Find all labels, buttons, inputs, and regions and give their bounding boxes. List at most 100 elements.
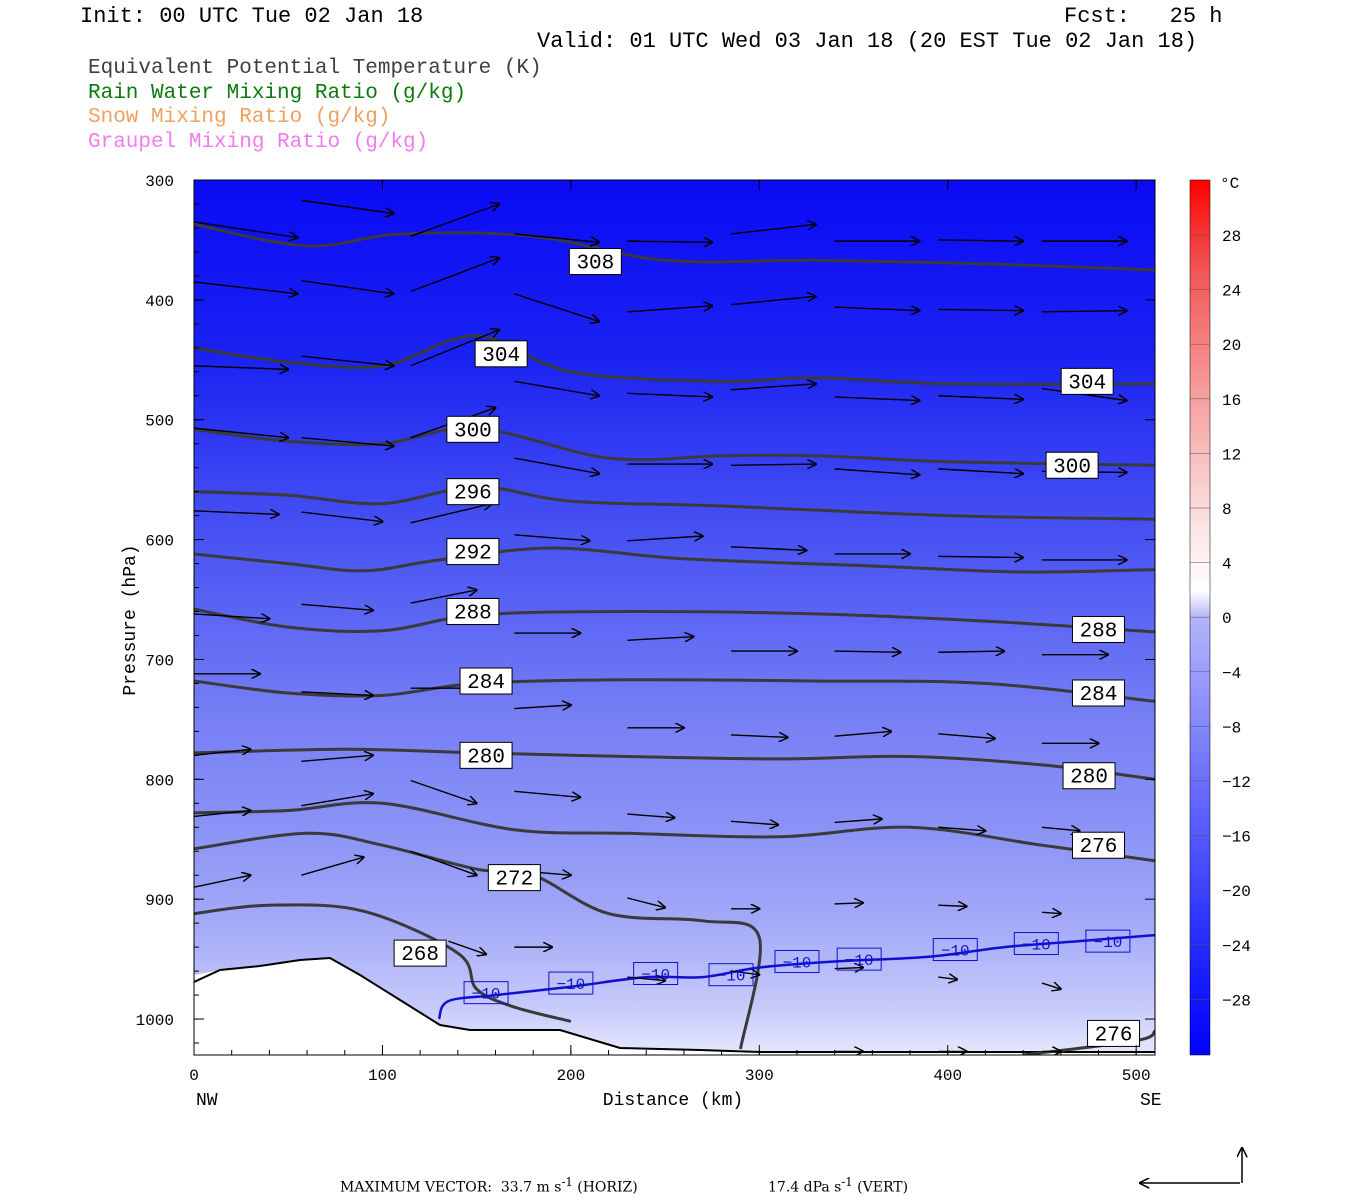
wind-vector — [834, 968, 863, 969]
plot-frame — [193, 179, 1156, 1056]
legend-rain-water: Rain Water Mixing Ratio (g/kg) — [88, 82, 467, 105]
wind-vector — [410, 330, 500, 367]
theta-e-label: 284 — [459, 667, 513, 695]
theta-e-label-box — [1071, 679, 1125, 707]
wind-vector — [1041, 311, 1127, 312]
theta-e-label: 268 — [393, 939, 447, 967]
wind-vector — [938, 977, 957, 979]
colorbar-label: 24 — [1222, 283, 1241, 301]
temperature-label-text: −10 — [472, 986, 501, 1004]
temperature-field — [194, 180, 1155, 1055]
temperature-contour--10 — [437, 933, 1155, 1020]
theta-e-contour-284 — [194, 678, 1155, 703]
wind-vector — [834, 307, 920, 311]
x-tick-label: 500 — [1122, 1067, 1151, 1085]
temperature-label-text: −10 — [783, 955, 812, 973]
temperature-label-box — [708, 963, 754, 987]
wind-vector — [194, 281, 298, 294]
forecast-hour: Fcst: 25 h — [1064, 4, 1223, 29]
x-axis-label: Distance (km) — [603, 1091, 743, 1111]
temperature-label: −10 — [1085, 929, 1131, 953]
temperature-contours — [437, 933, 1155, 1020]
colorbar-ticks: 28 24 20 16 12 8 4 0 −4 −8 −12 −16 −20 −24 −28 — [1190, 228, 1251, 1010]
theta-e-label-box — [1087, 1019, 1141, 1047]
x-left-label: NW — [196, 1091, 218, 1111]
terrain — [194, 958, 1155, 1055]
temperature-label-text: −10 — [641, 966, 670, 984]
wind-vector — [938, 468, 1023, 474]
wind-vector — [301, 857, 363, 876]
terrain-line — [194, 956, 1155, 1053]
theta-e-label-text: 280 — [467, 746, 505, 769]
wind-vector — [938, 905, 966, 906]
theta-e-label: 276 — [1071, 831, 1125, 859]
theta-e-label-box — [446, 598, 500, 626]
temperature-label: −10 — [548, 971, 594, 995]
wind-vector — [730, 821, 778, 825]
wind-vector — [938, 651, 1004, 652]
x-tick-label: 400 — [933, 1067, 962, 1085]
wind-vector — [194, 749, 251, 757]
wind-vector — [730, 971, 759, 975]
temperature-label-text: −10 — [717, 968, 746, 986]
theta-e-label-box — [459, 667, 513, 695]
y-tick-label: 400 — [145, 293, 174, 311]
colorbar-label: −28 — [1222, 992, 1251, 1010]
temperature-label: −10 — [633, 961, 679, 985]
wind-vector — [627, 814, 674, 818]
theta-e-label-box — [1071, 831, 1125, 859]
wind-vector — [730, 296, 816, 306]
y-tick-label: 700 — [145, 652, 174, 670]
wind-vector — [301, 692, 373, 696]
theta-e-label-box — [446, 478, 500, 506]
wind-vector — [730, 384, 816, 391]
wind-vector — [938, 309, 1023, 310]
theta-e-label-text: 280 — [1070, 767, 1108, 790]
theta-e-label-text: 284 — [1080, 684, 1118, 707]
y-tick-label: 500 — [145, 413, 174, 431]
theta-e-label-text: 300 — [1053, 456, 1091, 479]
colorbar-label: 28 — [1222, 228, 1241, 246]
theta-e-label-text: 272 — [495, 869, 533, 892]
theta-e-label: 304 — [474, 340, 528, 368]
theta-e-contour-280 — [194, 747, 1155, 781]
wind-vector — [938, 827, 985, 831]
colorbar-label: −12 — [1222, 774, 1251, 792]
wind-vector — [514, 380, 599, 395]
theta-e-label-box — [1045, 451, 1099, 479]
wind-vector — [938, 556, 1023, 557]
y-tick-label: 300 — [145, 173, 174, 191]
temperature-label: −10 — [774, 950, 820, 974]
wind-vector — [1041, 983, 1061, 989]
theta-e-label: 272 — [487, 864, 541, 892]
x-tick-label: 300 — [745, 1067, 774, 1085]
temperature-label: −10 — [708, 963, 754, 987]
y-tick-label: 600 — [145, 533, 174, 551]
vert-exponent: -1 — [841, 1175, 853, 1189]
colorbar — [1189, 179, 1211, 1056]
wind-vector — [834, 468, 920, 475]
wind-vector — [730, 224, 816, 235]
temperature-label-text: −10 — [1093, 934, 1122, 952]
temperature-label-box — [548, 971, 594, 995]
theta-e-label: 280 — [1062, 762, 1116, 790]
wind-vector — [627, 306, 712, 313]
theta-e-label-text: 276 — [1080, 836, 1118, 859]
horiz-unit: (HORIZ) — [577, 1179, 638, 1196]
theta-e-label-box — [1071, 615, 1125, 643]
theta-e-contour-288 — [194, 607, 1155, 634]
theta-e-contour-304 — [194, 334, 1155, 386]
wind-vector — [834, 651, 901, 652]
theta-e-label-text: 304 — [482, 345, 520, 368]
colorbar-label: 20 — [1222, 337, 1241, 355]
wind-vector — [194, 875, 251, 888]
wind-vector — [627, 897, 665, 908]
theta-e-label: 300 — [1045, 451, 1099, 479]
wind-vector — [194, 221, 298, 238]
x-tick-label: 100 — [368, 1067, 397, 1085]
theta-e-label: 296 — [446, 478, 500, 506]
max-vertical-vector: 17.4 dPa s-1 (VERT) — [768, 1175, 908, 1196]
wind-vector — [194, 511, 279, 515]
theta-e-label: 288 — [446, 598, 500, 626]
x-tick-label: 200 — [556, 1067, 585, 1085]
